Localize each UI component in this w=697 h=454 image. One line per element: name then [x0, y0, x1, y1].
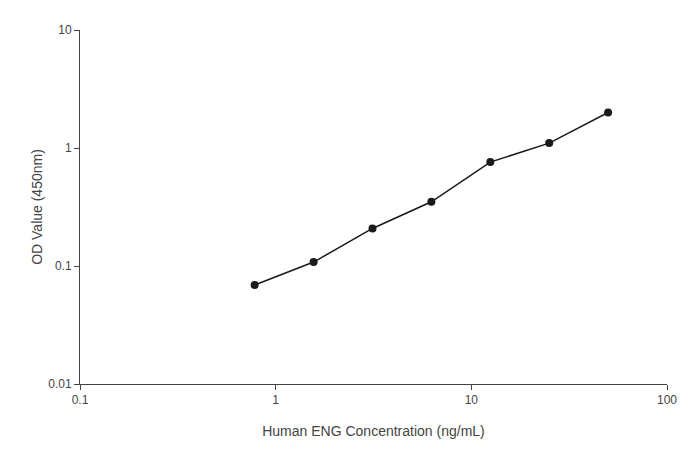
svg-text:10: 10	[465, 393, 479, 407]
svg-text:10: 10	[58, 23, 72, 37]
svg-text:0.01: 0.01	[48, 377, 72, 391]
svg-text:1: 1	[272, 393, 279, 407]
svg-text:Human ENG Concentration (ng/mL: Human ENG Concentration (ng/mL)	[262, 423, 485, 439]
svg-text:0.1: 0.1	[55, 259, 72, 273]
svg-text:OD Value (450nm): OD Value (450nm)	[29, 149, 45, 265]
svg-text:0.1: 0.1	[72, 393, 89, 407]
svg-text:100: 100	[657, 393, 677, 407]
svg-text:1: 1	[65, 141, 72, 155]
